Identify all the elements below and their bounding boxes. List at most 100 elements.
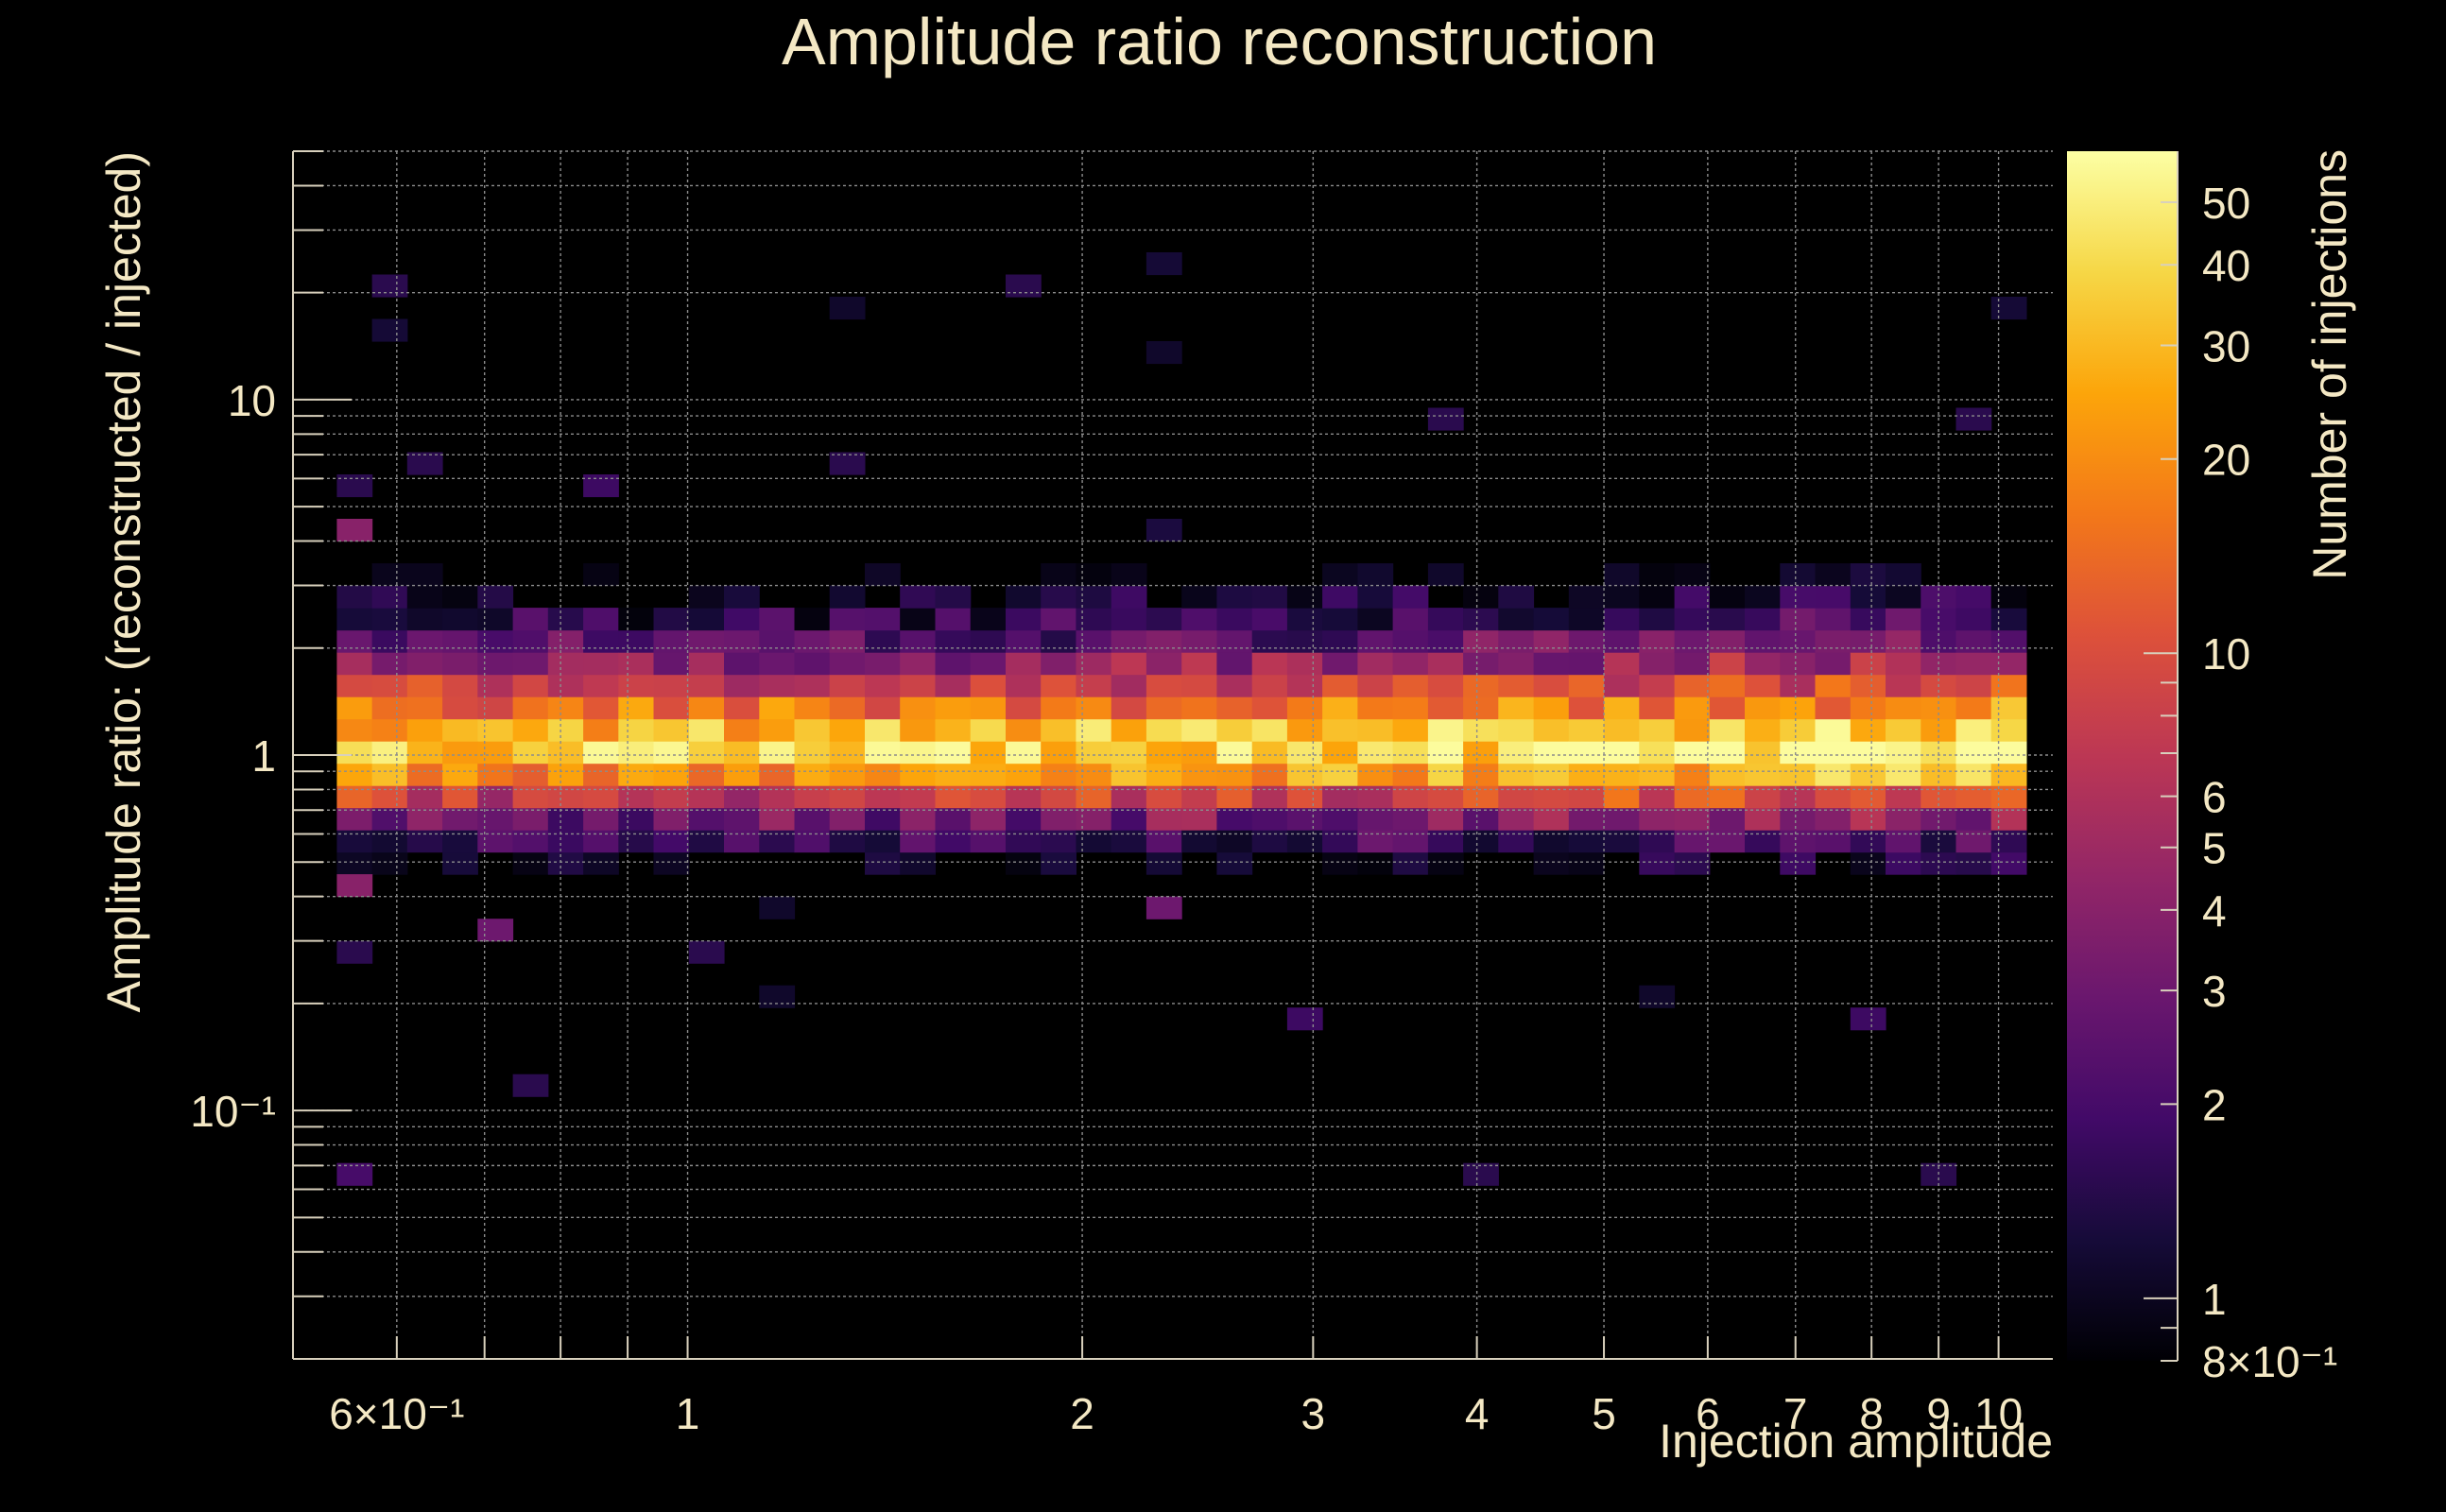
heatmap-cell — [1533, 851, 1570, 875]
heatmap-cell — [1145, 252, 1182, 276]
heatmap-cell — [1181, 807, 1217, 831]
heatmap-cell — [935, 629, 972, 653]
heatmap-cell — [406, 608, 443, 631]
heatmap-cell — [1216, 830, 1253, 853]
heatmap-cell — [1709, 718, 1746, 742]
heatmap-cell — [1886, 608, 1921, 631]
y-tick-label: 10 — [228, 376, 276, 425]
heatmap-cell — [1145, 807, 1182, 831]
heatmap-cell — [336, 741, 373, 765]
heatmap-cell — [1639, 807, 1676, 831]
heatmap-cell — [1604, 807, 1640, 831]
heatmap-cell — [336, 807, 373, 831]
heatmap-cell — [1850, 785, 1886, 809]
heatmap-cell — [688, 763, 725, 786]
heatmap-cell — [547, 629, 584, 653]
heatmap-cell — [1498, 763, 1535, 786]
heatmap-cell — [794, 718, 831, 742]
heatmap-cell — [583, 785, 619, 809]
heatmap-cell — [1216, 629, 1253, 653]
heatmap-cell — [1216, 763, 1253, 786]
heatmap-cell — [1639, 718, 1676, 742]
heatmap-cell — [618, 674, 655, 697]
heatmap-cell — [1216, 652, 1253, 676]
heatmap-cell — [1886, 696, 1921, 720]
heatmap-cell — [1322, 851, 1358, 875]
heatmap-cell — [1076, 608, 1112, 631]
heatmap-cell — [1216, 785, 1253, 809]
heatmap-cell — [477, 696, 514, 720]
heatmap-cell — [1181, 608, 1217, 631]
heatmap-cell — [336, 585, 373, 609]
heatmap-cell — [1990, 297, 2027, 320]
heatmap-cell — [1322, 718, 1358, 742]
colorbar-ticks: 8×10⁻¹ 1 2 3 4 56 10 20 30 40 50 — [2144, 179, 2337, 1386]
heatmap-cell — [688, 629, 725, 653]
heatmap-cell — [1251, 785, 1288, 809]
heatmap-cell — [1604, 696, 1640, 720]
heatmap-cell — [1076, 652, 1112, 676]
heatmap-cell — [1111, 674, 1147, 697]
heatmap-cell — [1427, 741, 1464, 765]
heatmap-cell — [1815, 629, 1852, 653]
heatmap-cell — [1745, 830, 1781, 853]
heatmap-cell — [688, 608, 725, 631]
heatmap-cell — [829, 741, 866, 765]
heatmap-cell — [477, 585, 514, 609]
heatmap-cell — [1850, 585, 1886, 609]
heatmap-cell — [406, 629, 443, 653]
heatmap-cell — [512, 851, 549, 875]
heatmap-cell — [1568, 652, 1605, 676]
heatmap-cell — [1145, 741, 1182, 765]
heatmap-cell — [1427, 785, 1464, 809]
heatmap-cell — [1498, 629, 1535, 653]
heatmap-cell — [1041, 696, 1077, 720]
heatmap-cell — [406, 674, 443, 697]
chart-title: Amplitude ratio reconstruction — [782, 5, 1657, 78]
heatmap-cell — [1568, 696, 1605, 720]
heatmap-cell — [829, 608, 866, 631]
heatmap-cell — [1216, 851, 1253, 875]
heatmap-cell — [759, 763, 796, 786]
heatmap-cell — [1392, 718, 1429, 742]
heatmap-cell — [1392, 674, 1429, 697]
heatmap-cell — [1392, 696, 1429, 720]
heatmap-cell — [794, 608, 831, 631]
heatmap-cell — [653, 741, 690, 765]
heatmap-cell — [1850, 851, 1886, 875]
heatmap-cell — [1850, 563, 1886, 587]
heatmap-cell — [1990, 608, 2027, 631]
heatmap-cell — [1639, 563, 1676, 587]
heatmap-cell — [1251, 718, 1288, 742]
heatmap-cell — [865, 674, 901, 697]
heatmap-cell — [1076, 741, 1112, 765]
heatmap-cell — [1041, 807, 1077, 831]
heatmap-cell — [1006, 741, 1042, 765]
heatmap-cell — [829, 718, 866, 742]
heatmap-cell — [1709, 696, 1746, 720]
heatmap-cell — [759, 674, 796, 697]
heatmap-cell — [477, 830, 514, 853]
heatmap-cell — [1498, 608, 1535, 631]
heatmap-cell — [1463, 1162, 1499, 1186]
heatmap-cell — [336, 785, 373, 809]
heatmap-cell — [1427, 718, 1464, 742]
heatmap-cell — [900, 696, 936, 720]
heatmap-cell — [406, 785, 443, 809]
heatmap-cell — [1357, 851, 1394, 875]
heatmap-cell — [688, 807, 725, 831]
heatmap-cell — [1427, 807, 1464, 831]
heatmap-cell — [1568, 763, 1605, 786]
heatmap-cell — [1145, 830, 1182, 853]
heatmap-cell — [724, 807, 760, 831]
heatmap-cell — [865, 807, 901, 831]
heatmap-cell — [1181, 830, 1217, 853]
heatmap-cell — [371, 585, 408, 609]
heatmap-cell — [336, 718, 373, 742]
heatmap-cell — [512, 674, 549, 697]
heatmap-cell — [1286, 830, 1323, 853]
heatmap-cell — [1111, 718, 1147, 742]
heatmap-cell — [1463, 741, 1499, 765]
heatmap-cell — [406, 741, 443, 765]
heatmap-cell — [1815, 585, 1852, 609]
